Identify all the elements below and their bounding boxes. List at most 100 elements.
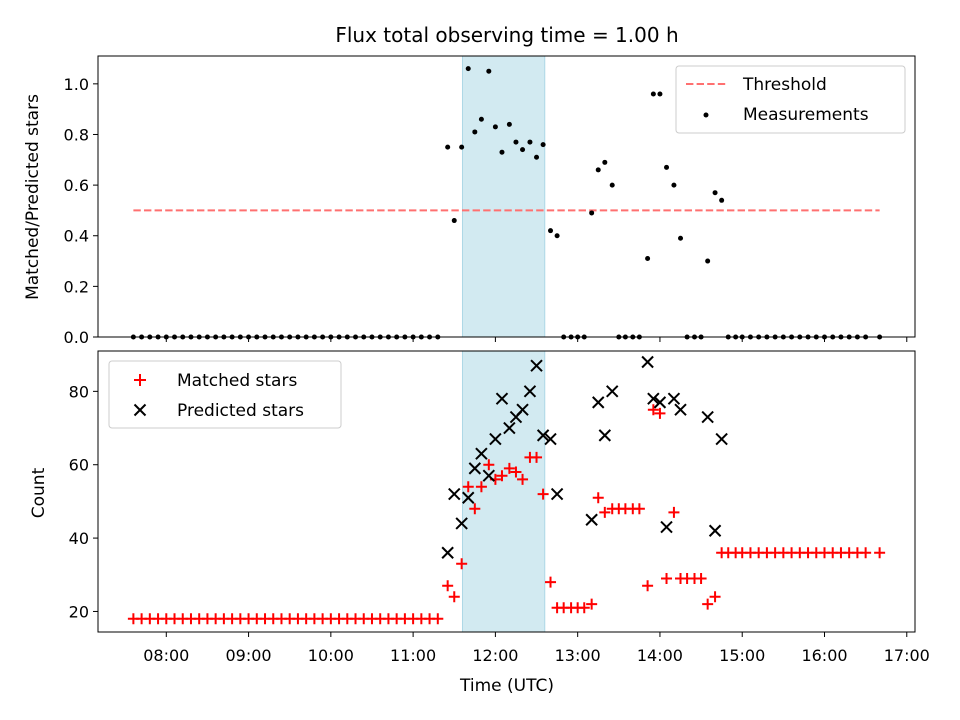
- measurement-point: [445, 144, 451, 150]
- predicted-star-point: [708, 524, 722, 537]
- bottom-y-axis-label: Count: [29, 467, 49, 518]
- top-legend-box: [675, 65, 906, 134]
- matched-star-point: [642, 580, 654, 592]
- matched-star-point: [503, 462, 515, 474]
- measurement-point: [520, 147, 526, 153]
- predicted-star-point: [674, 403, 687, 416]
- measurement-point: [650, 91, 656, 97]
- top-panel: 0.0 0.2 0.4 0.6 0.8 1.0 Flux total observing …: [23, 23, 916, 347]
- matched-star-point: [860, 547, 872, 559]
- top-y-tick-label: 0.6: [64, 176, 89, 195]
- predicted-star-point: [544, 432, 557, 446]
- measurement-point: [589, 210, 595, 216]
- measurement-point: [548, 228, 554, 234]
- measurement-point: [486, 68, 492, 74]
- x-tick-label: 16:00: [801, 646, 847, 665]
- predicted-star-point: [647, 392, 660, 405]
- bottom-y-axis-ticks: 20 40 60 80: [69, 382, 98, 621]
- measurement-point: [705, 258, 711, 264]
- matched-star-point: [496, 470, 508, 482]
- matched-star-point: [469, 503, 481, 515]
- measurement-point: [506, 121, 512, 127]
- predicted-star-point: [592, 396, 605, 409]
- measurement-point: [527, 139, 533, 145]
- matched-star-point: [661, 572, 673, 584]
- predicted-star-point: [448, 487, 461, 501]
- predicted-star-point: [523, 385, 537, 398]
- measurement-point: [664, 164, 670, 170]
- measurement-point: [645, 256, 651, 262]
- predicted-star-point: [489, 432, 502, 446]
- measurement-point: [465, 66, 471, 72]
- predicted-star-point: [495, 392, 509, 405]
- measurement-point: [451, 218, 457, 224]
- predicted-star-point: [701, 410, 714, 424]
- matched-star-point: [483, 459, 495, 471]
- measurement-point: [712, 190, 718, 196]
- measurement-point: [602, 159, 608, 165]
- matched-star-point: [578, 602, 590, 614]
- measurement-point: [595, 167, 601, 173]
- predicted-star-point: [606, 385, 619, 398]
- predicted-star-point: [441, 546, 454, 559]
- measurement-point: [671, 182, 677, 188]
- x-tick-label: 09:00: [226, 646, 272, 665]
- matched-star-point: [668, 506, 680, 518]
- matched-star-point: [462, 481, 474, 493]
- matched-star-point: [545, 576, 557, 588]
- top-y-axis-label: Matched/Predicted stars: [23, 94, 43, 300]
- measurement-point: [499, 149, 505, 155]
- measurement-point: [554, 233, 560, 239]
- matched-star-point: [432, 613, 444, 625]
- top-legend: Threshold Measurements: [675, 65, 906, 134]
- legend-measurements-label: Measurements: [743, 105, 869, 125]
- x-axis-label: Time (UTC): [459, 676, 554, 696]
- matched-star-point: [599, 506, 611, 518]
- predicted-star-point: [585, 513, 598, 526]
- predicted-star-point: [503, 421, 516, 435]
- predicted-star-point: [516, 403, 529, 416]
- measurement-point: [534, 154, 540, 160]
- bottom-legend-box: [108, 360, 342, 429]
- matched-star-point: [475, 481, 487, 493]
- bottom-y-tick-label: 60: [69, 456, 89, 475]
- measurement-point: [657, 91, 663, 97]
- measurement-point: [609, 182, 615, 188]
- matched-star-point: [654, 407, 666, 419]
- matched-star-point: [442, 580, 454, 592]
- matched-star-point: [647, 404, 659, 416]
- matched-star-point: [537, 488, 549, 500]
- matched-star-point: [592, 492, 604, 504]
- measurement-point: [513, 139, 519, 145]
- matched-star-point: [456, 558, 468, 570]
- legend-measurements-swatch: [703, 112, 709, 118]
- top-y-tick-label: 0.2: [64, 277, 89, 296]
- matched-star-point: [448, 591, 460, 603]
- legend-matched-swatch: [134, 374, 146, 386]
- top-y-tick-label: 1.0: [64, 75, 89, 94]
- predicted-star-point: [660, 520, 673, 534]
- matched-stars-series: [127, 404, 886, 625]
- matched-star-point: [709, 591, 721, 603]
- bottom-legend: Matched stars Predicted stars: [108, 360, 342, 429]
- matched-star-point: [702, 598, 714, 610]
- predicted-star-point: [536, 429, 550, 442]
- top-y-axis-ticks: 0.0 0.2 0.4 0.6 0.8 1.0: [64, 75, 98, 347]
- bottom-axes-frame: [97, 350, 916, 633]
- x-tick-label: 11:00: [390, 646, 436, 665]
- measurement-point: [459, 144, 465, 150]
- matched-star-point: [531, 451, 543, 463]
- matched-star-point: [874, 547, 886, 559]
- top-x-axis-ticks: [165, 337, 908, 342]
- measurement-point: [678, 235, 684, 241]
- predicted-star-point: [653, 396, 667, 409]
- bottom-x-axis-ticks: 08:00 09:00 10:00 11:00 12:00 13:00 14:00 15:00…: [143, 632, 930, 665]
- matched-star-point: [517, 473, 529, 485]
- measurement-point: [472, 129, 478, 135]
- matched-star-point: [586, 598, 598, 610]
- measurement-point: [719, 197, 725, 203]
- predicted-star-point: [455, 517, 468, 530]
- x-tick-label: 08:00: [143, 646, 189, 665]
- predicted-star-point: [468, 462, 482, 475]
- predicted-star-point: [550, 487, 564, 501]
